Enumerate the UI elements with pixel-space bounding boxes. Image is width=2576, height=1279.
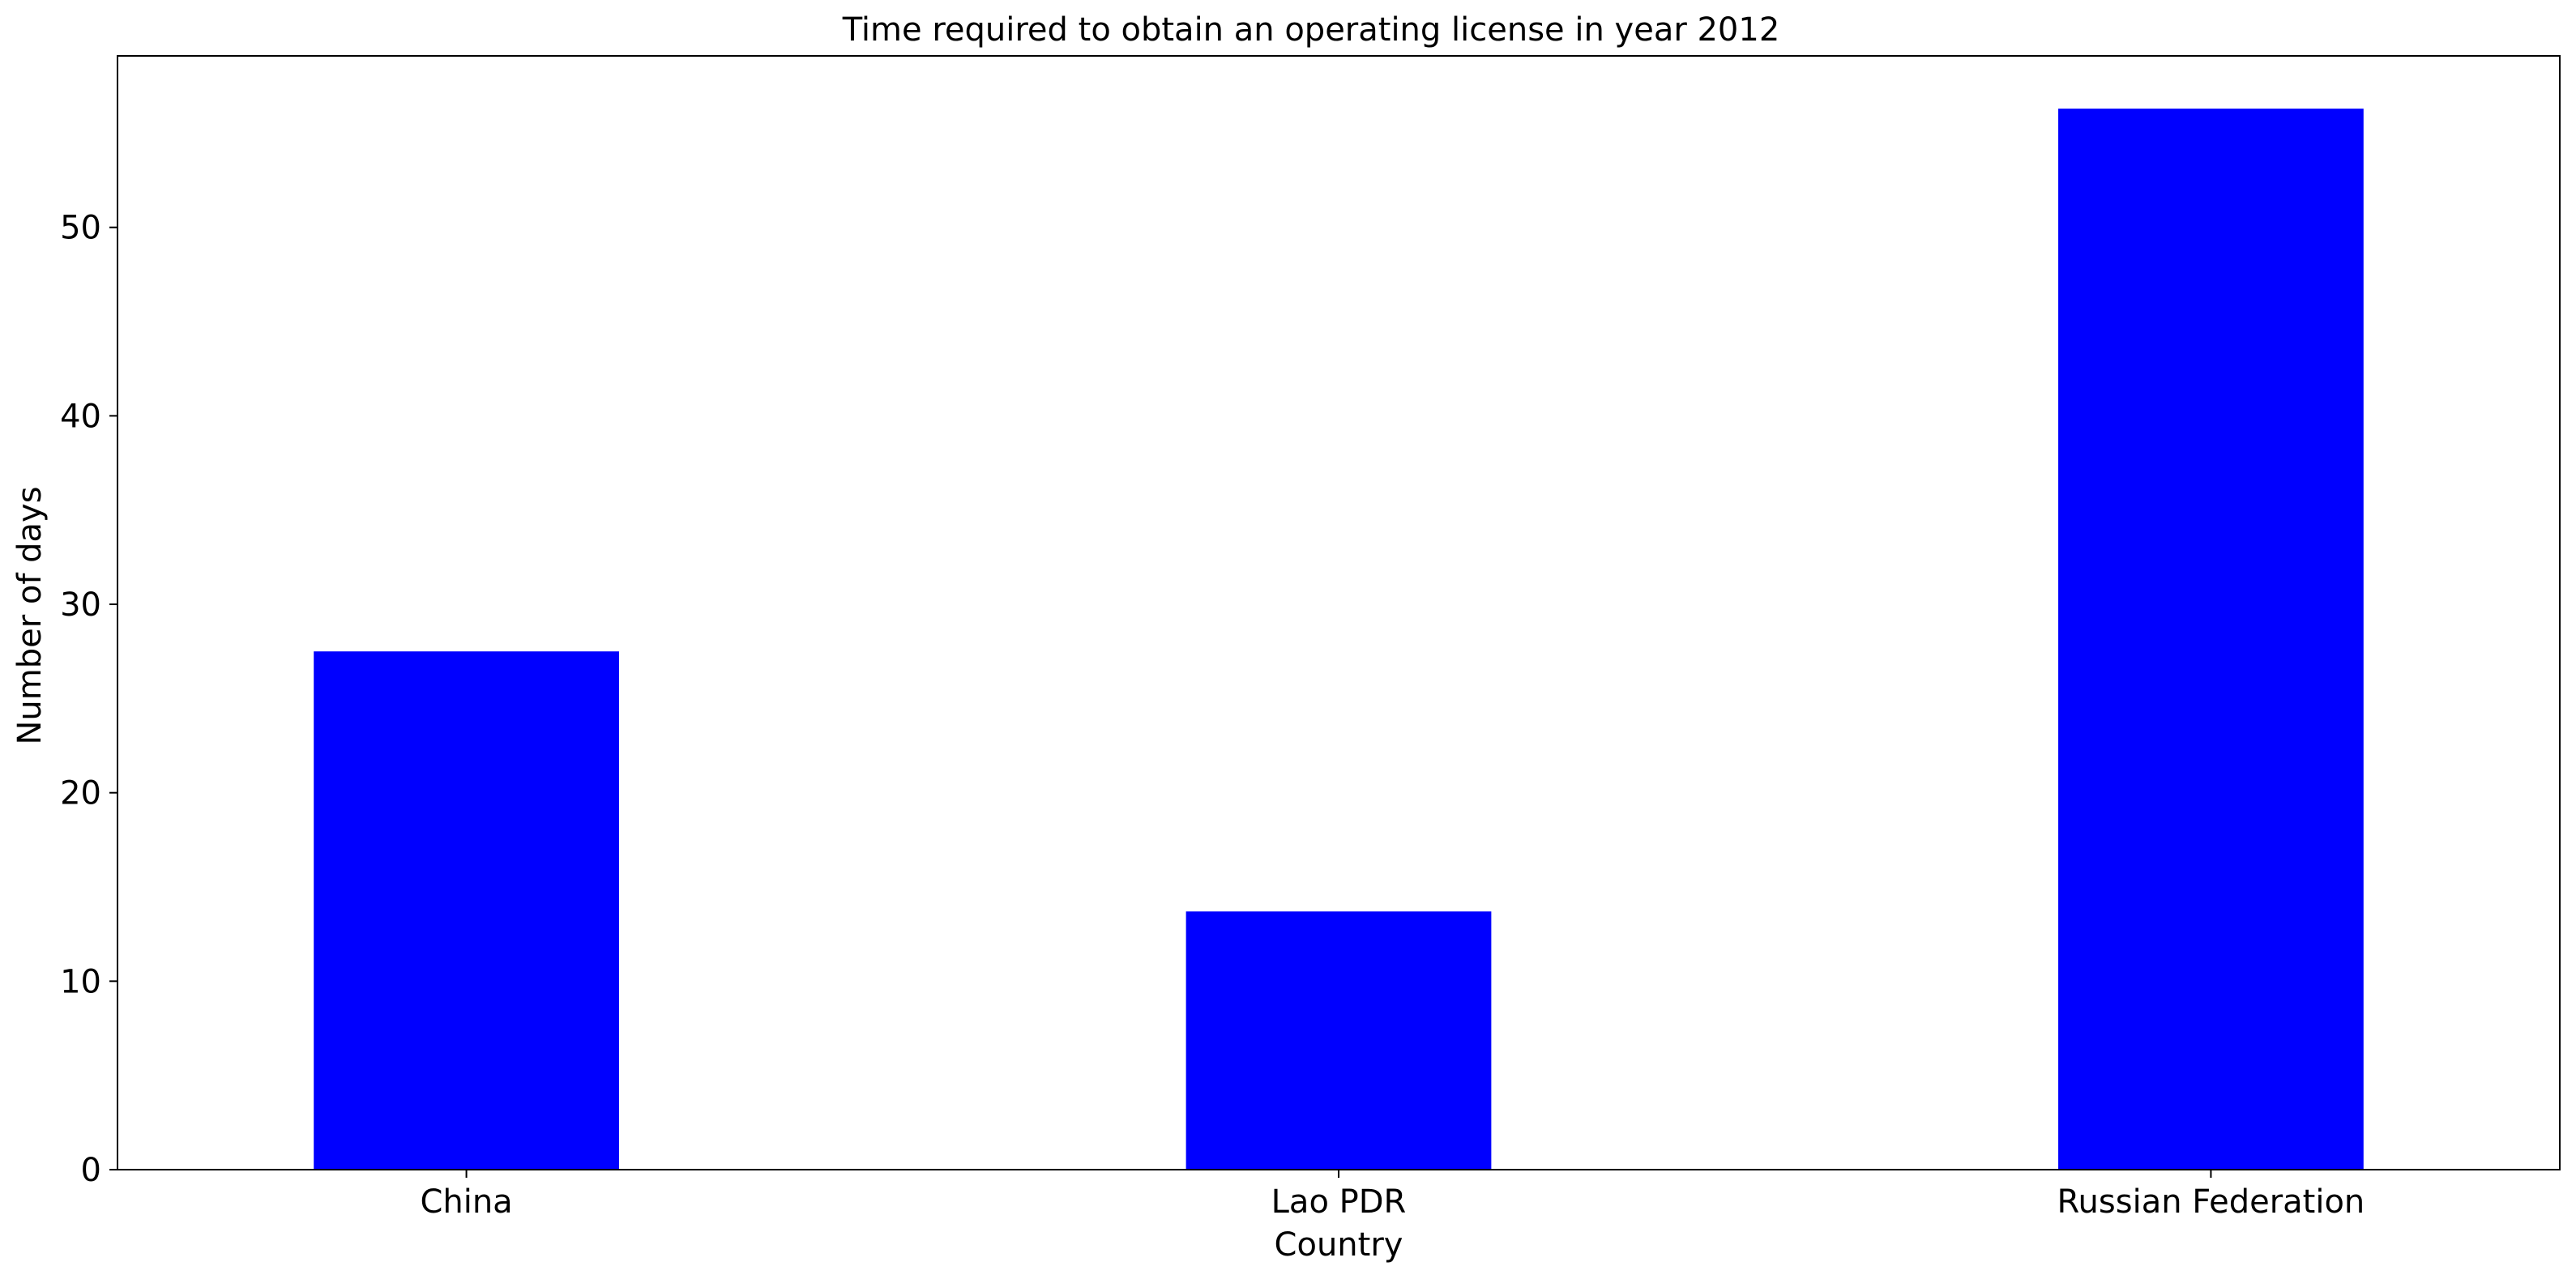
x-ticks-group: China Lao PDR Russian Federation bbox=[420, 1170, 2365, 1221]
y-axis-label: Number of days bbox=[11, 486, 49, 744]
y-tick-label: 40 bbox=[60, 398, 101, 435]
y-tick-label: 20 bbox=[60, 775, 101, 812]
bar-china bbox=[314, 651, 619, 1170]
y-tick-label: 0 bbox=[81, 1152, 101, 1189]
bar-lao-pdr bbox=[1185, 911, 1492, 1170]
x-tick-label: Lao PDR bbox=[1271, 1183, 1407, 1221]
y-ticks-group: 0 10 20 30 40 50 bbox=[60, 210, 117, 1189]
chart-title: Time required to obtain an operating lic… bbox=[842, 11, 1780, 49]
bar-russian-federation bbox=[2058, 109, 2364, 1170]
x-axis-label: Country bbox=[1275, 1226, 1403, 1264]
plot-area-frame bbox=[117, 55, 2561, 1170]
y-tick-label: 30 bbox=[60, 586, 101, 624]
x-tick-label: Russian Federation bbox=[2057, 1183, 2365, 1221]
x-tick-label: China bbox=[420, 1183, 512, 1221]
bars-group bbox=[314, 109, 2364, 1170]
y-tick-label: 50 bbox=[60, 210, 101, 247]
y-tick-label: 10 bbox=[60, 963, 101, 1000]
